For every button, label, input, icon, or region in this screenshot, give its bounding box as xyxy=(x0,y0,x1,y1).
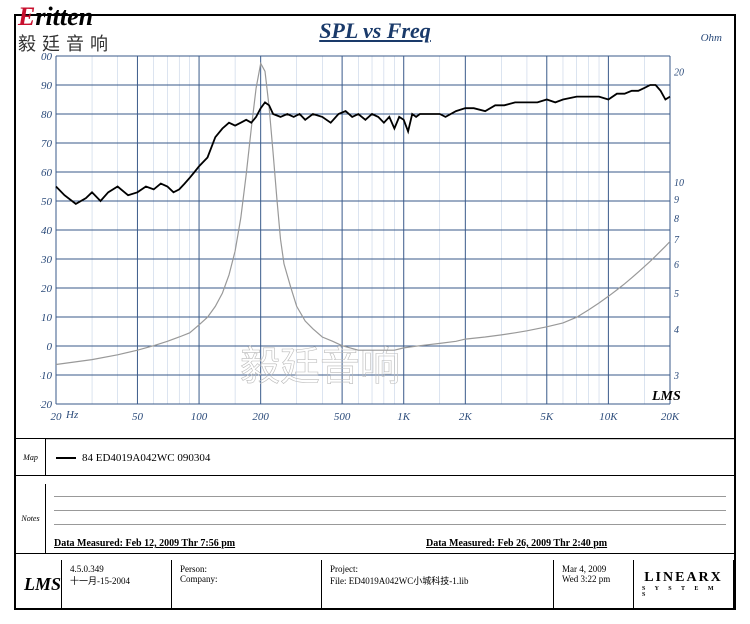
svg-text:20: 20 xyxy=(51,411,63,423)
chart-svg: 20 50 100 200 500 1K 2K 5K 10K 20K -20 -10 0 10 20 30 40… xyxy=(40,50,700,430)
footer-file: File: ED4019A042WC小城科技-1.lib xyxy=(330,574,545,587)
notes-rule xyxy=(54,496,726,497)
svg-text:2K: 2K xyxy=(459,411,473,423)
footer-project: Project: File: ED4019A042WC小城科技-1.lib xyxy=(322,560,554,608)
impedance-curve xyxy=(56,63,670,364)
brand-logo: Eritten 毅廷音响 xyxy=(18,2,114,56)
footer-person-company: Person: Company: xyxy=(172,560,322,608)
footer-date: Mar 4, 2009 Wed 3:22 pm xyxy=(554,560,634,608)
data-measured-1: Data Measured: Feb 12, 2009 Thr 7:56 pm xyxy=(54,538,235,549)
svg-text:1K: 1K xyxy=(397,411,411,423)
svg-text:50: 50 xyxy=(132,411,144,423)
svg-text:8: 8 xyxy=(674,214,679,225)
footer-linearx: LINEARX S Y S T E M S xyxy=(634,560,734,608)
svg-text:10: 10 xyxy=(674,178,684,189)
legend-box: Map 84 ED4019A042WC 090304 xyxy=(16,438,734,476)
footer-version: 4.5.0.349 十一月-15-2004 xyxy=(62,560,172,608)
x-unit-label: Hz xyxy=(65,409,79,421)
svg-text:6: 6 xyxy=(674,260,679,271)
linearx-sub: S Y S T E M S xyxy=(642,586,725,598)
footer-person: Person: xyxy=(180,564,313,574)
spl-curve xyxy=(56,85,670,204)
legend-content: 84 ED4019A042WC 090304 xyxy=(46,439,734,475)
chart-area: 20 50 100 200 500 1K 2K 5K 10K 20K -20 -10 0 10 20 30 40… xyxy=(40,50,700,430)
svg-text:-20: -20 xyxy=(40,399,52,411)
legend-swatch xyxy=(56,457,76,459)
data-measured-2: Data Measured: Feb 26, 2009 Thr 2:40 pm xyxy=(426,538,607,549)
logo-sub: 毅廷音响 xyxy=(18,30,114,56)
footer: LMS 4.5.0.349 十一月-15-2004 Person: Compan… xyxy=(16,560,734,608)
logo-rest: ritten xyxy=(35,2,93,31)
footer-project-label: Project: xyxy=(330,564,545,574)
svg-text:200: 200 xyxy=(252,411,269,423)
ohm-axis-label: Ohm xyxy=(701,32,722,44)
svg-text:40: 40 xyxy=(41,225,53,237)
lms-corner-label: LMS xyxy=(651,389,681,404)
svg-text:20K: 20K xyxy=(661,411,680,423)
svg-text:30: 30 xyxy=(40,254,53,266)
svg-text:10: 10 xyxy=(41,312,53,324)
notes-rule xyxy=(54,524,726,525)
svg-text:0: 0 xyxy=(47,341,53,353)
svg-text:50: 50 xyxy=(41,196,53,208)
footer-lms: LMS xyxy=(16,560,62,608)
svg-text:80: 80 xyxy=(41,109,53,121)
legend-item-text: 84 ED4019A042WC 090304 xyxy=(82,452,210,464)
svg-text:20: 20 xyxy=(674,67,684,78)
svg-text:5K: 5K xyxy=(540,411,554,423)
notes-content: Data Measured: Feb 12, 2009 Thr 7:56 pm … xyxy=(46,484,734,553)
svg-text:90: 90 xyxy=(41,80,53,92)
notes-rule xyxy=(54,510,726,511)
svg-text:4: 4 xyxy=(674,325,679,336)
logo-red-letter: E xyxy=(18,2,35,31)
svg-text:5: 5 xyxy=(674,289,679,300)
notes-box: Notes Data Measured: Feb 12, 2009 Thr 7:… xyxy=(16,484,734,554)
legend-row-label: Map xyxy=(16,439,46,475)
svg-text:500: 500 xyxy=(334,411,351,423)
notes-row-label: Notes xyxy=(16,484,46,553)
svg-text:3: 3 xyxy=(673,371,679,382)
svg-text:100: 100 xyxy=(191,411,208,423)
footer-version-date: 十一月-15-2004 xyxy=(70,574,163,587)
svg-text:-10: -10 xyxy=(40,370,52,382)
linearx-logo: LINEARX xyxy=(644,570,723,586)
footer-version-num: 4.5.0.349 xyxy=(70,564,163,574)
svg-text:70: 70 xyxy=(41,138,53,150)
footer-date1: Mar 4, 2009 xyxy=(562,564,625,574)
footer-date2: Wed 3:22 pm xyxy=(562,574,625,584)
svg-text:7: 7 xyxy=(674,235,680,246)
svg-text:9: 9 xyxy=(674,195,679,206)
svg-text:60: 60 xyxy=(41,167,53,179)
svg-text:10K: 10K xyxy=(599,411,618,423)
svg-text:20: 20 xyxy=(41,283,53,295)
footer-company: Company: xyxy=(180,574,313,584)
